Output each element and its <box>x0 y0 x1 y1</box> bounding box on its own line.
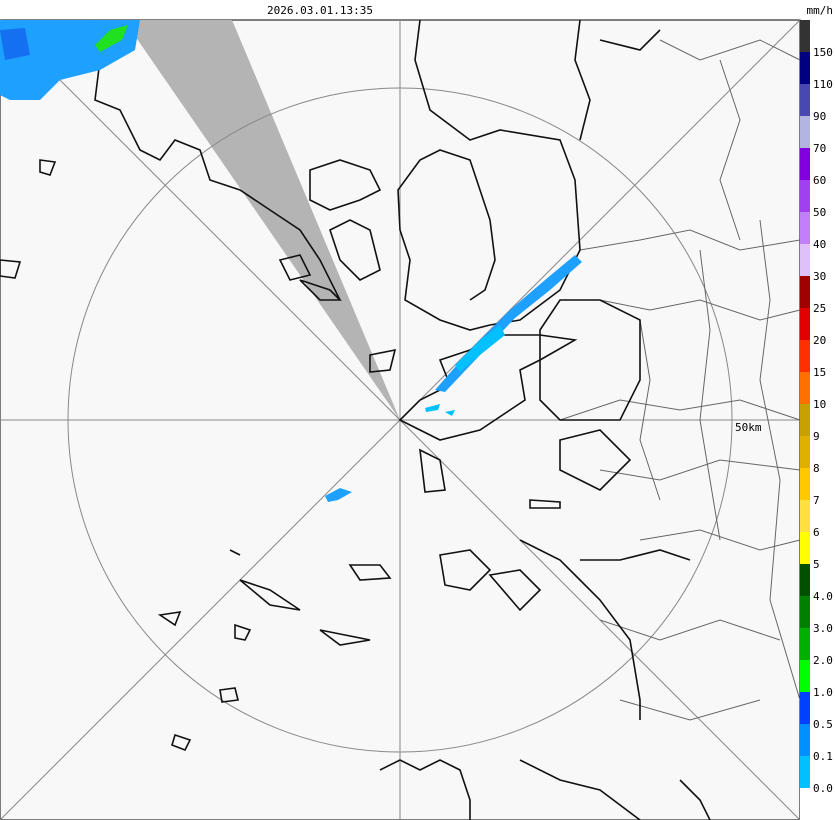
legend-swatch <box>800 436 810 468</box>
coastline <box>379 759 711 820</box>
rain-echo <box>455 325 505 372</box>
legend-label: 60 <box>813 174 826 187</box>
legend-swatch <box>800 276 810 308</box>
legend-swatch <box>800 628 810 660</box>
legend-swatch <box>800 20 810 52</box>
legend-label: 6 <box>813 526 820 539</box>
legend-label: 50 <box>813 206 826 219</box>
echoes <box>0 20 582 502</box>
legend-label: 3.0 <box>813 622 833 635</box>
rain-echo <box>425 404 455 416</box>
legend-label: 70 <box>813 142 826 155</box>
legend-swatch <box>800 692 810 724</box>
coastline <box>574 19 661 141</box>
legend-swatch <box>800 116 810 148</box>
coastline <box>539 299 641 491</box>
legend-label: 8 <box>813 462 820 475</box>
peninsula <box>398 334 578 441</box>
range-label: 50km <box>735 421 762 434</box>
legend-label: 2.0 <box>813 654 833 667</box>
legend-swatch <box>800 308 810 340</box>
legend-swatch <box>800 532 810 564</box>
legend-label: 25 <box>813 302 826 315</box>
legend: 150 110 90 70 60 50 40 30 25 20 15 10 9 8 7 6 5 4.0 3.0 2.0… <box>800 20 833 820</box>
legend-unit: mm/h <box>807 4 834 17</box>
legend-swatch <box>800 84 810 116</box>
legend-label: 0.0 <box>813 782 833 795</box>
map-lines <box>0 19 801 820</box>
legend-label: 150 <box>813 46 833 59</box>
legend-label: 9 <box>813 430 820 443</box>
legend-label: 15 <box>813 366 826 379</box>
rain-echo <box>95 25 128 52</box>
legend-swatch <box>800 724 810 756</box>
legend-label: 110 <box>813 78 833 91</box>
legend-swatch <box>800 148 810 180</box>
legend-label: 4.0 <box>813 590 833 603</box>
legend-swatch <box>800 788 810 820</box>
rain-echo <box>325 488 352 502</box>
coastline <box>397 19 581 331</box>
legend-swatch <box>800 756 810 788</box>
legend-swatch <box>800 468 810 500</box>
legend-label: 20 <box>813 334 826 347</box>
legend-swatch <box>800 404 810 436</box>
island <box>309 159 382 281</box>
legend-label: 5 <box>813 558 820 571</box>
island <box>157 549 542 752</box>
legend-label: 30 <box>813 270 826 283</box>
legend-label: 0.5 <box>813 718 833 731</box>
timestamp: 2026.03.01.13:35 <box>267 4 373 17</box>
blocked-sector <box>124 20 400 420</box>
legend-swatch <box>800 564 810 596</box>
legend-swatch <box>800 372 810 404</box>
legend-swatch <box>800 180 810 212</box>
legend-label: 40 <box>813 238 826 251</box>
legend-label: 10 <box>813 398 826 411</box>
legend-label: 90 <box>813 110 826 123</box>
coastline <box>419 448 691 720</box>
legend-swatch <box>800 52 810 84</box>
admin-borders <box>559 39 801 721</box>
island <box>0 159 397 373</box>
legend-swatch <box>800 660 810 692</box>
legend-swatch <box>800 244 810 276</box>
legend-swatch <box>800 212 810 244</box>
legend-label: 1.0 <box>813 686 833 699</box>
legend-swatch <box>800 596 810 628</box>
legend-label: 0.1 <box>813 750 833 763</box>
rain-echo <box>0 28 30 60</box>
legend-label: 7 <box>813 494 820 507</box>
legend-swatch <box>800 340 810 372</box>
legend-swatch <box>800 500 810 532</box>
